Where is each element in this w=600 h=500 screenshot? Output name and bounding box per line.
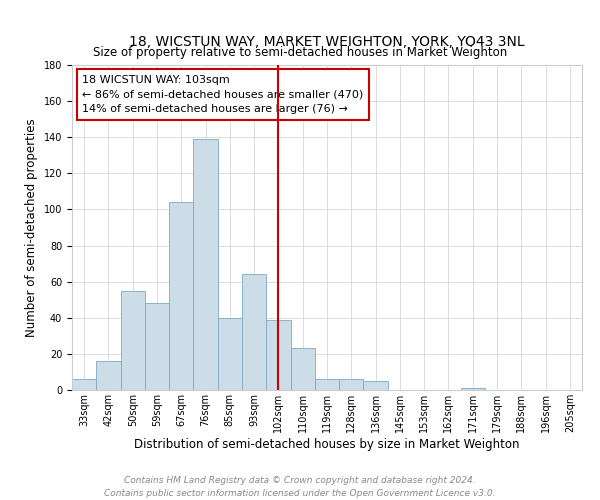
- X-axis label: Distribution of semi-detached houses by size in Market Weighton: Distribution of semi-detached houses by …: [134, 438, 520, 450]
- Bar: [242, 274, 266, 390]
- Bar: [290, 348, 315, 390]
- Bar: [96, 361, 121, 390]
- Bar: [145, 304, 169, 390]
- Text: Contains HM Land Registry data © Crown copyright and database right 2024.
Contai: Contains HM Land Registry data © Crown c…: [104, 476, 496, 498]
- Bar: [193, 139, 218, 390]
- Text: Size of property relative to semi-detached houses in Market Weighton: Size of property relative to semi-detach…: [93, 46, 507, 59]
- Bar: [72, 379, 96, 390]
- Title: 18, WICSTUN WAY, MARKET WEIGHTON, YORK, YO43 3NL: 18, WICSTUN WAY, MARKET WEIGHTON, YORK, …: [129, 34, 525, 48]
- Bar: [218, 318, 242, 390]
- Bar: [169, 202, 193, 390]
- Bar: [339, 379, 364, 390]
- Bar: [364, 381, 388, 390]
- Bar: [266, 320, 290, 390]
- Bar: [461, 388, 485, 390]
- Bar: [121, 290, 145, 390]
- Bar: [315, 379, 339, 390]
- Text: 18 WICSTUN WAY: 103sqm
← 86% of semi-detached houses are smaller (470)
14% of se: 18 WICSTUN WAY: 103sqm ← 86% of semi-det…: [82, 74, 364, 114]
- Y-axis label: Number of semi-detached properties: Number of semi-detached properties: [25, 118, 38, 337]
